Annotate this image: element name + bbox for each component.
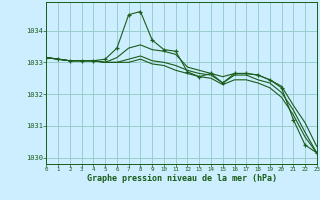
X-axis label: Graphe pression niveau de la mer (hPa): Graphe pression niveau de la mer (hPa) (87, 174, 276, 183)
